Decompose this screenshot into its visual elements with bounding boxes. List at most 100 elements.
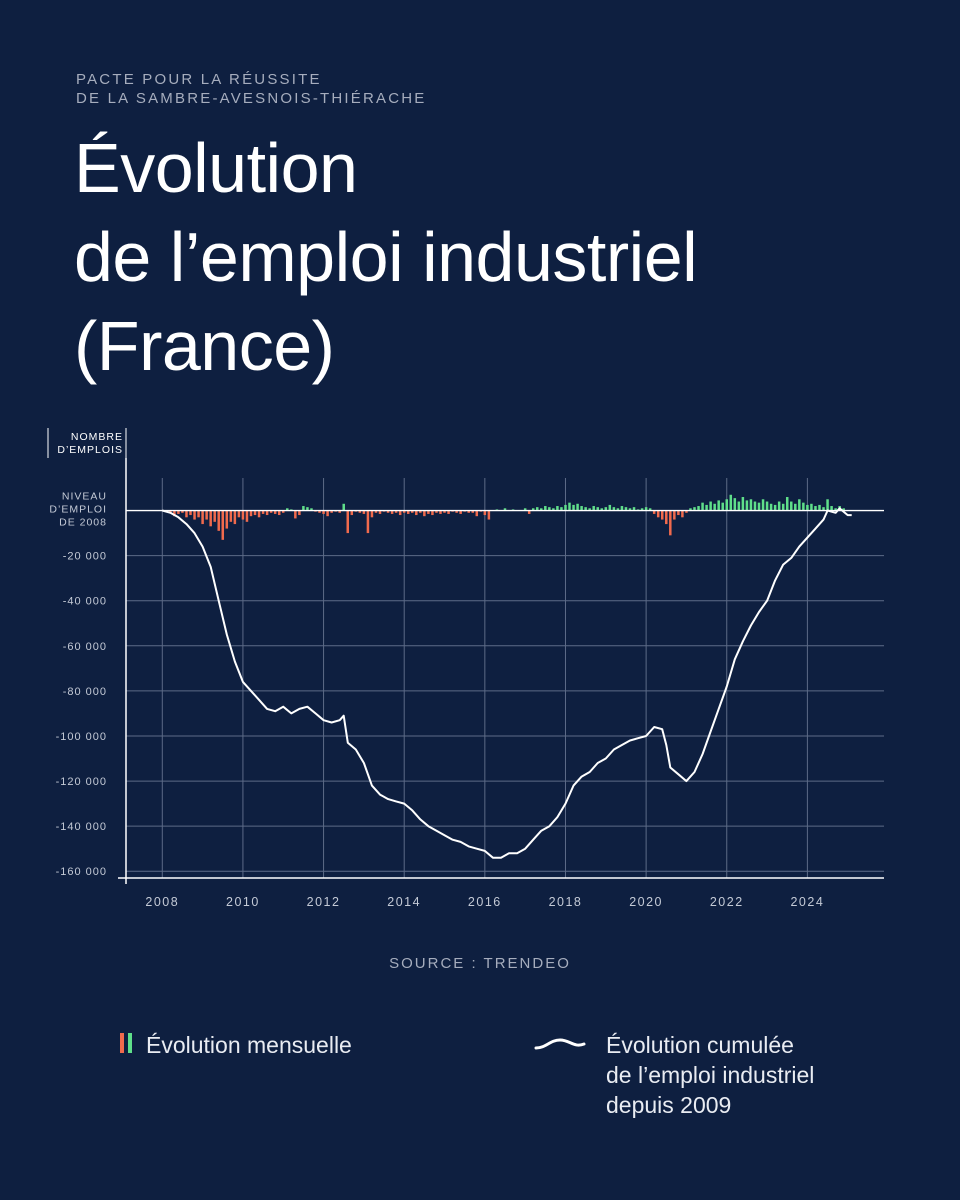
monthly-bar <box>560 507 563 511</box>
monthly-bar <box>269 510 273 513</box>
monthly-bar <box>713 503 716 511</box>
chart-axes <box>47 427 884 884</box>
employment-chart: 2008 2010 2012 2014 2016 2018 2020 2022 2024 -20 … <box>47 427 884 909</box>
monthly-bar <box>785 497 789 511</box>
monthly-bar <box>802 502 805 511</box>
legend-cumulative-line-3: depuis 2009 <box>606 1092 732 1118</box>
monthly-bar <box>745 500 749 511</box>
legend-cumulative: Évolution cumulée de l’emploi industriel… <box>534 1030 814 1120</box>
x-tick-label: 2022 <box>710 895 744 909</box>
title-line-2: de l’emploi industriel <box>74 218 698 296</box>
monthly-bar <box>423 510 426 517</box>
monthly-bar <box>419 510 422 513</box>
monthly-bar <box>310 508 313 511</box>
monthly-bar <box>749 499 753 511</box>
monthly-bar <box>572 504 575 511</box>
monthly-bar <box>443 510 446 513</box>
supertitle-line-2: DE LA SAMBRE-AVESNOIS-THIÉRACHE <box>76 90 427 107</box>
monthly-bar <box>229 510 233 522</box>
monthly-bar <box>177 510 180 514</box>
monthly-bar <box>592 506 595 511</box>
monthly-bar <box>556 506 559 511</box>
ylabel-box <box>47 427 127 459</box>
monthly-bar <box>826 499 829 511</box>
monthly-bar <box>733 498 737 511</box>
monthly-bar <box>245 510 249 522</box>
monthly-bar <box>600 508 604 511</box>
monthly-bar <box>257 510 261 518</box>
supertitle-line-1: PACTE POUR LA RÉUSSITE <box>76 71 322 88</box>
monthly-bar <box>652 510 656 514</box>
monthly-bar <box>568 502 571 511</box>
monthly-bar <box>394 510 398 513</box>
monthly-bar <box>459 510 462 514</box>
monthly-bar <box>693 507 696 511</box>
y-tick-label: -160 000 <box>56 866 107 878</box>
monthly-bar <box>628 508 632 511</box>
x-tick-label: 2008 <box>145 895 179 909</box>
monthly-bar <box>640 508 644 511</box>
monthly-bar <box>322 510 325 514</box>
legend-monthly-label: Évolution mensuelle <box>146 1032 352 1058</box>
monthly-bar <box>370 510 374 518</box>
monthly-bar <box>660 510 664 520</box>
monthly-bar <box>249 510 253 517</box>
monthly-bar <box>777 501 781 511</box>
monthly-bar <box>455 510 458 513</box>
monthly-bar <box>213 510 216 522</box>
monthly-bar <box>830 506 833 511</box>
monthly-bar <box>205 510 208 520</box>
monthly-bar <box>193 510 196 520</box>
monthly-bar <box>217 510 220 531</box>
monthly-bar <box>487 510 491 520</box>
monthly-bar <box>552 508 555 511</box>
monthly-bar <box>350 510 354 516</box>
monthly-bar <box>753 501 757 511</box>
monthly-bar <box>390 510 394 514</box>
monthly-bar <box>201 510 204 525</box>
monthly-bar <box>281 510 285 513</box>
monthly-bar <box>737 501 741 511</box>
monthly-bar <box>729 494 733 511</box>
monthly-bar <box>237 510 241 518</box>
monthly-bar <box>705 504 708 511</box>
monthly-bar <box>790 501 793 511</box>
chart-labels: 2008 2010 2012 2014 2016 2018 2020 2022 2024 -20 … <box>49 431 822 909</box>
monthly-bar <box>439 510 442 514</box>
title-line-3: (France) <box>74 307 335 385</box>
monthly-bar <box>169 510 172 513</box>
monthly-bar <box>435 510 438 513</box>
monthly-bar <box>261 510 265 514</box>
monthly-bar <box>685 510 688 513</box>
y-tick-label: -20 000 <box>63 551 107 563</box>
monthly-bar <box>769 503 773 511</box>
positive-bar-swatch <box>128 1033 132 1053</box>
monthly-bar <box>794 503 797 511</box>
y-tick-label: -100 000 <box>56 731 107 743</box>
monthly-bar <box>366 510 370 534</box>
monthly-bar <box>596 507 599 511</box>
monthly-bar <box>318 510 321 513</box>
monthly-bar <box>411 510 414 513</box>
monthly-bar <box>701 502 704 511</box>
monthly-bar <box>648 508 652 511</box>
monthly-bar <box>620 506 624 511</box>
legend-cumulative-line-1: Évolution cumulée <box>606 1032 794 1058</box>
y-tick-label: -40 000 <box>63 596 107 608</box>
monthly-bar <box>765 501 769 511</box>
negative-bar-swatch <box>120 1033 124 1053</box>
monthly-bar <box>447 510 450 514</box>
monthly-bar <box>822 507 825 511</box>
monthly-bar <box>185 510 188 518</box>
monthly-bar <box>761 499 765 511</box>
monthly-bar <box>306 507 309 511</box>
monthly-bar <box>209 510 212 527</box>
monthly-bar <box>810 503 813 511</box>
monthly-bar <box>580 506 583 511</box>
monthly-bar <box>427 510 430 514</box>
monthly-bar <box>834 508 837 511</box>
monthly-bar <box>697 506 700 511</box>
monthly-bar <box>523 508 527 511</box>
monthly-bar <box>612 507 616 511</box>
monthly-bar <box>531 508 535 511</box>
